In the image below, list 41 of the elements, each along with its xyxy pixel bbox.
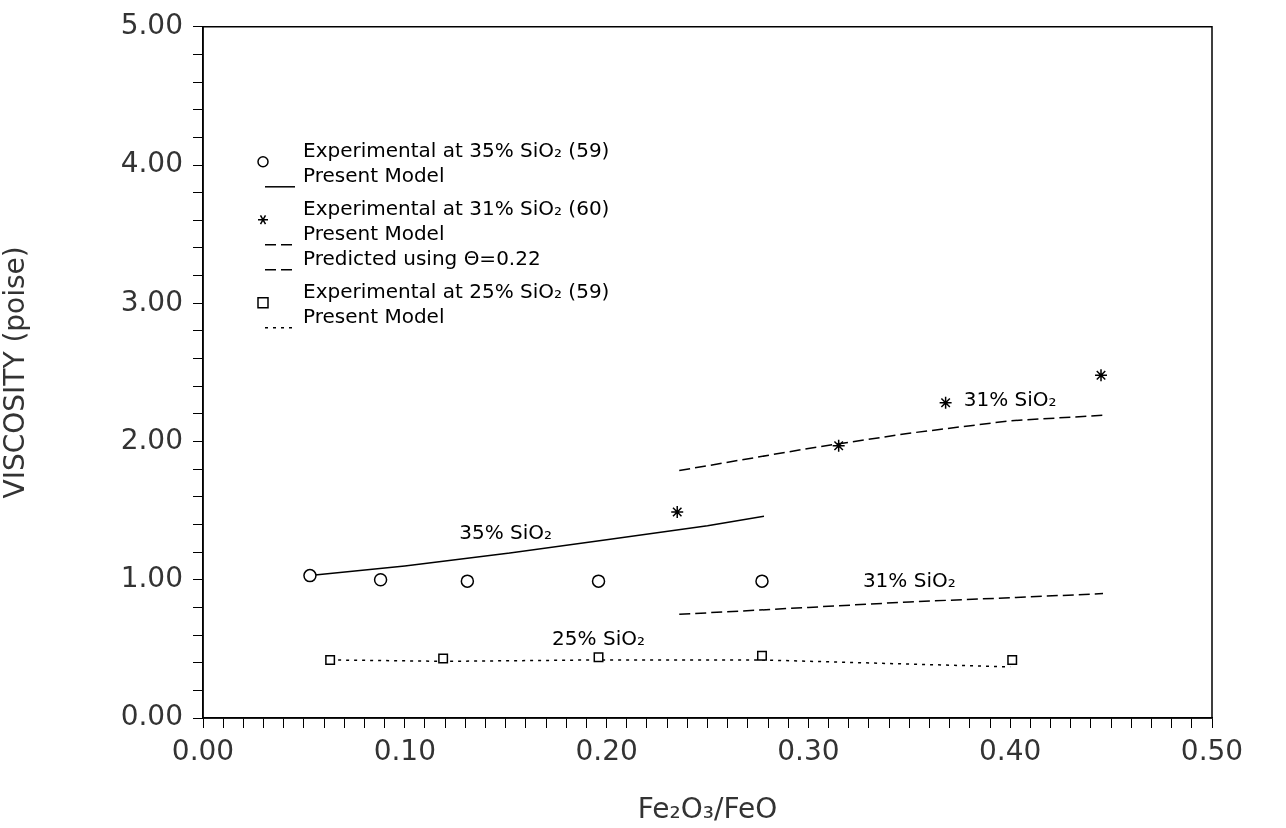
x-tick-label: 0.00 [171,734,235,768]
x-tick-label: 0.10 [373,734,436,768]
point [303,568,317,583]
annotation: 31% SiO₂ [862,568,956,593]
legend-label: Predicted using Θ=0.22 [303,246,541,270]
y-tick-label: 2.00 [120,422,183,456]
annotation: 31% SiO₂ [963,386,1057,411]
line-series [678,592,1104,616]
annotation: 25% SiO₂ [552,626,645,651]
y-tick-label: 5.00 [120,8,183,42]
point [593,652,604,663]
point [938,396,953,410]
annotation: 35% SiO₂ [459,519,553,544]
point [373,573,388,587]
point [438,653,449,664]
y-tick-label: 3.00 [120,284,183,318]
x-axis-title: Fe₂O₃/FeO [637,792,778,826]
y-axis-title: VISCOSITY (poise) [0,246,32,499]
x-tick-label: 0.40 [979,734,1042,768]
y-tick-label: 0.00 [120,699,183,733]
legend-label: Present Model [303,304,445,328]
legend-label: Experimental at 31% SiO₂ (60) [303,196,610,220]
x-tick-label: 0.30 [777,734,840,768]
point [591,574,606,588]
x-tick-label: 0.50 [1180,734,1244,768]
line-series [678,414,1104,472]
legend-label: Present Model [303,163,445,187]
x-tick-label: 0.20 [575,734,638,768]
point [755,574,769,588]
point [460,574,475,588]
point [1094,368,1108,382]
point [325,654,336,665]
point [831,438,846,453]
legend-label: Present Model [303,221,445,245]
y-tick-label: 4.00 [120,146,183,180]
point [1007,654,1018,665]
legend-label: Experimental at 35% SiO₂ (59) [303,138,610,162]
legend-label: Experimental at 25% SiO₂ (59) [303,279,610,303]
point [670,505,684,519]
y-tick-label: 1.00 [120,561,183,595]
point [756,650,767,661]
